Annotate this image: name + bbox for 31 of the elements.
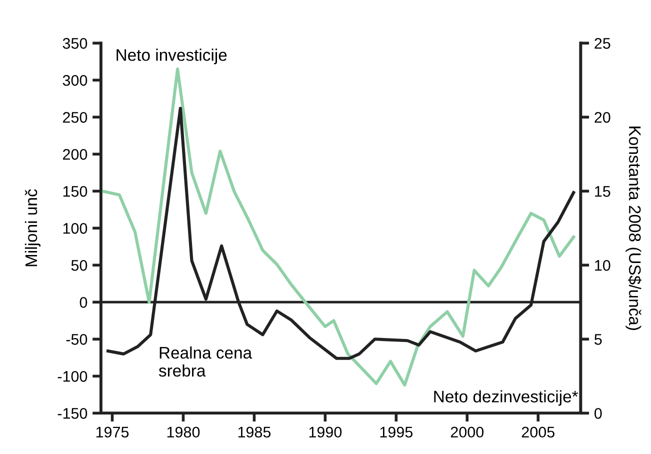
y-tick-label: 350	[62, 38, 88, 49]
y-axis-title: Miljoni unč	[24, 189, 40, 266]
line-series	[100, 68, 576, 387]
y-tick-label: -150	[58, 408, 88, 419]
y2-tick-label: 15	[595, 186, 610, 197]
y2-tick-label: 10	[595, 260, 610, 271]
y-tick-label: 150	[63, 186, 88, 197]
x-tick-label: 2005	[522, 426, 554, 438]
y-tick-label: 100	[63, 223, 88, 234]
annotation: Neto dezinvesticije*	[434, 390, 578, 406]
annotation: Realna cena srebra	[158, 346, 252, 377]
y-tick-label: 50	[71, 260, 88, 271]
x-tick-label: 1985	[238, 426, 271, 438]
y2-axis-title: Konstanta 2008 (US$/unča)	[626, 126, 642, 330]
y2-tick-label: 0	[594, 408, 602, 419]
x-tick-label: 1990	[309, 426, 342, 438]
x-tick-label: 2000	[450, 426, 484, 438]
y-tick-label: 250	[62, 112, 88, 123]
x-tick-label: 1975	[96, 426, 129, 438]
y2-tick-label: 20	[594, 112, 610, 123]
x-tick-label: 1995	[380, 426, 413, 438]
annotation: Neto investicije	[116, 48, 227, 64]
y-tick-label: 300	[62, 75, 88, 86]
x-tick-label: 1980	[167, 426, 200, 438]
line-series	[106, 106, 576, 360]
y-tick-label: -100	[58, 371, 88, 382]
y2-tick-label: 25	[594, 38, 610, 49]
y-tick-label: 0	[80, 297, 88, 308]
y-tick-label: 200	[62, 149, 88, 160]
y-tick-label: -50	[66, 334, 88, 345]
y2-tick-label: 5	[594, 334, 602, 345]
